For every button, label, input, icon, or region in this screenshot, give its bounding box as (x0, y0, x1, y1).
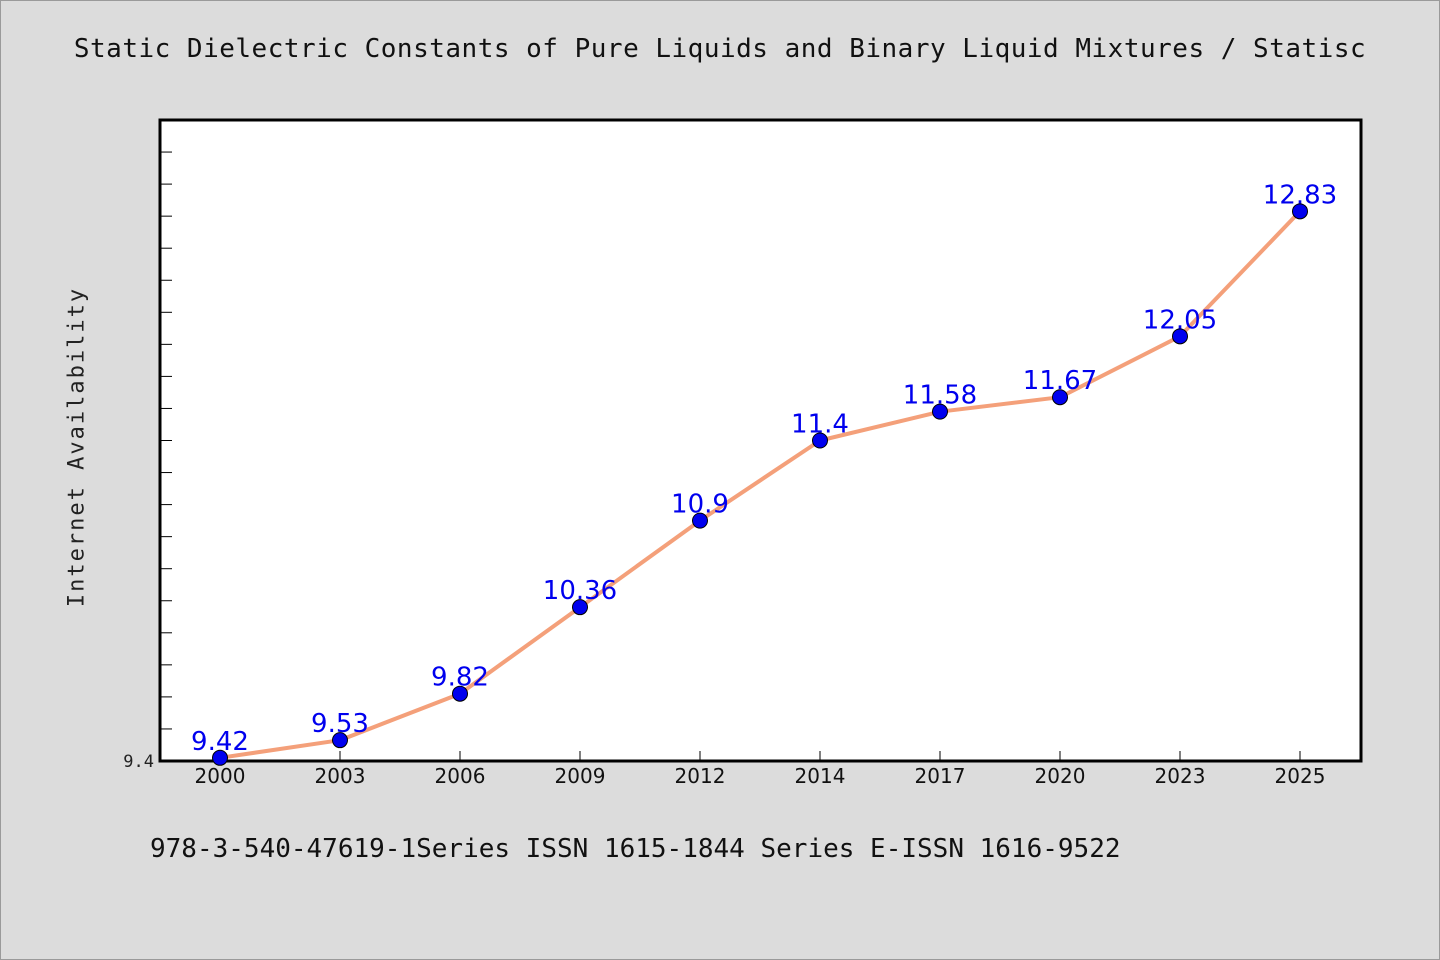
data-point (692, 512, 708, 529)
data-label: 11.58 (903, 381, 977, 411)
x-tick-label: 2017 (915, 764, 966, 788)
y-tick-label: 9.4 (123, 752, 154, 772)
data-label: 9.53 (311, 709, 369, 739)
data-label: 11.4 (791, 410, 849, 440)
data-label: 9.42 (191, 727, 249, 757)
data-point (812, 432, 828, 449)
data-label: 10.36 (543, 576, 617, 606)
x-tick-label: 2003 (315, 764, 366, 788)
series-line (219, 209, 1302, 760)
data-label: 10.9 (671, 490, 729, 520)
x-tick-label: 2020 (1035, 764, 1086, 788)
plot-area (158, 118, 1363, 763)
data-point (1052, 389, 1068, 406)
data-points (212, 203, 1308, 766)
x-tick-label: 2000 (195, 764, 246, 788)
data-labels: 9.42 9.53 9.82 10.36 10.9 11.4 11.58 11.67 12.05… (191, 180, 1337, 756)
data-point (932, 403, 948, 420)
data-label: 12.83 (1263, 180, 1337, 210)
x-tick-label: 2009 (555, 764, 606, 788)
x-tick-label: 2006 (435, 764, 486, 788)
footer-text: 978-3-540-47619-1Series ISSN 1615-1844 S… (150, 834, 1121, 864)
x-tick-label: 2023 (1155, 764, 1206, 788)
data-label: 12.05 (1143, 305, 1217, 335)
data-point (332, 732, 348, 749)
x-tick-label: 2025 (1275, 764, 1326, 788)
x-tick-label: 2014 (795, 764, 846, 788)
data-point (572, 599, 588, 616)
x-ticks: 2000 2003 2006 2009 2012 2014 2017 2020 2023 2025 (195, 751, 1326, 788)
data-point (1292, 203, 1308, 220)
data-point (212, 749, 228, 766)
data-point (1172, 328, 1188, 345)
data-label: 11.67 (1023, 366, 1097, 396)
data-label: 9.82 (431, 663, 489, 693)
y-ticks: 9.4 (123, 119, 172, 772)
x-tick-label: 2012 (675, 764, 726, 788)
chart-title: Static Dielectric Constants of Pure Liqu… (73, 34, 1367, 64)
data-point (452, 685, 468, 702)
